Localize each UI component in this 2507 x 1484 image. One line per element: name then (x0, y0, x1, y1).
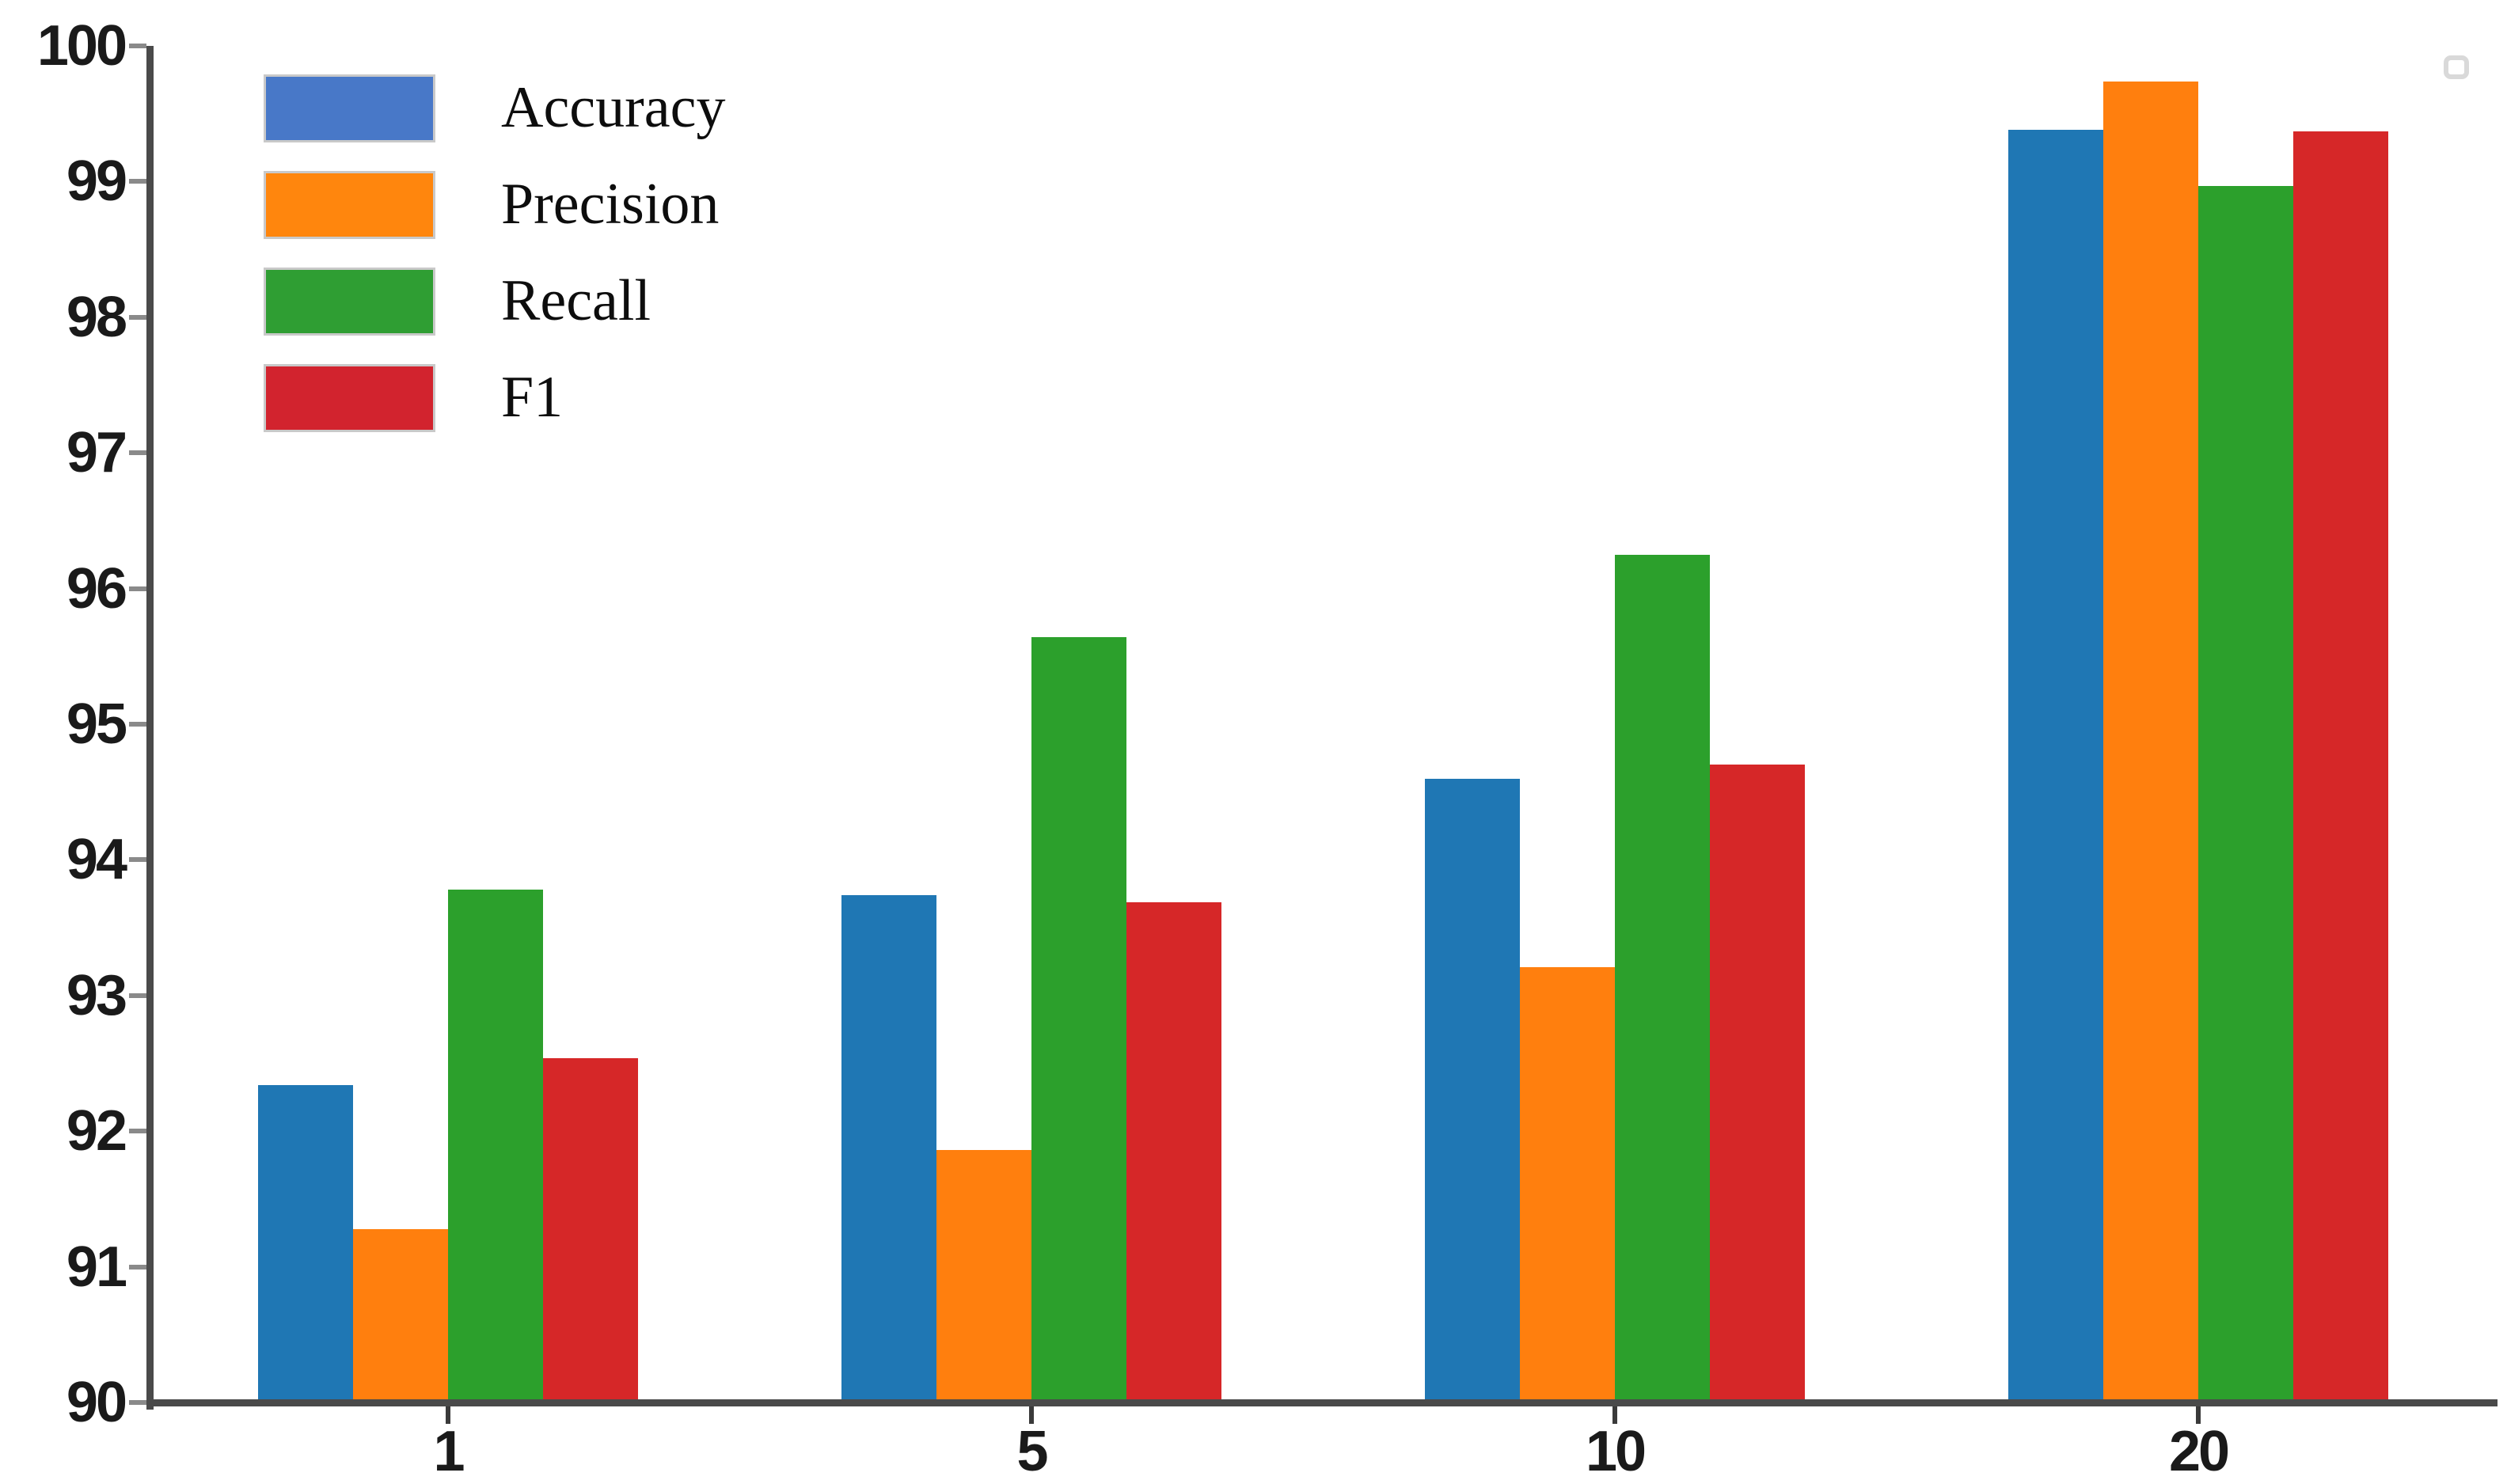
y-tick-96 (129, 586, 146, 591)
legend-label-f1: F1 (501, 365, 564, 430)
bar-f1-5 (1126, 901, 1221, 1406)
legend-label-accuracy: Accuracy (501, 75, 726, 140)
y-tick-92 (129, 1129, 146, 1134)
x-tick-1 (446, 1406, 450, 1424)
y-tick-100 (129, 44, 146, 48)
legend-swatch-f1 (264, 364, 435, 432)
x-axis-line (146, 1399, 2498, 1406)
bar-recall-10 (1615, 554, 1710, 1406)
y-tick-label-92: 92 (66, 1099, 127, 1163)
y-tick-94 (129, 857, 146, 863)
bar-f1-1 (543, 1057, 638, 1406)
legend-swatch-precision (264, 171, 435, 239)
y-tick-99 (129, 179, 146, 184)
bar-precision-1 (353, 1228, 448, 1406)
bar-f1-10 (1710, 765, 1805, 1406)
legend-swatch-recall (264, 268, 435, 336)
legend-label-recall: Recall (501, 268, 651, 333)
y-tick-98 (129, 314, 146, 320)
y-tick-label-98: 98 (66, 285, 127, 349)
x-tick-label-10: 10 (1585, 1420, 1647, 1483)
y-tick-label-94: 94 (66, 828, 127, 892)
bar-precision-20 (2103, 81, 2198, 1406)
x-tick-5 (1029, 1406, 1034, 1424)
x-tick-10 (1612, 1406, 1617, 1424)
bar-accuracy-10 (1425, 778, 1520, 1406)
y-axis-line (146, 46, 154, 1410)
legend-label-precision: Precision (501, 172, 720, 237)
y-tick-label-93: 93 (66, 963, 127, 1027)
bar-precision-5 (936, 1150, 1031, 1406)
bar-accuracy-20 (2008, 130, 2103, 1406)
y-tick-90 (129, 1400, 146, 1405)
y-tick-label-95: 95 (66, 693, 127, 756)
y-tick-95 (129, 722, 146, 727)
bar-precision-10 (1520, 966, 1615, 1406)
bar-accuracy-1 (258, 1084, 353, 1406)
y-tick-97 (129, 450, 146, 456)
bar-recall-1 (448, 890, 543, 1406)
x-tick-label-20: 20 (2168, 1420, 2230, 1483)
y-tick-91 (129, 1264, 146, 1270)
bar-recall-20 (2198, 185, 2293, 1406)
y-tick-label-91: 91 (66, 1235, 127, 1299)
x-tick-label-5: 5 (1016, 1420, 1048, 1483)
rounded-square-outline-icon (2444, 55, 2469, 79)
bar-accuracy-5 (841, 894, 936, 1406)
x-tick-20 (2196, 1406, 2201, 1424)
y-tick-label-90: 90 (66, 1371, 127, 1434)
x-tick-label-1: 1 (433, 1420, 465, 1483)
y-tick-93 (129, 992, 146, 998)
bar-recall-5 (1031, 637, 1126, 1406)
bar-f1-20 (2293, 131, 2388, 1406)
y-tick-label-96: 96 (66, 556, 127, 621)
y-tick-label-97: 97 (66, 421, 127, 485)
y-tick-label-100: 100 (36, 14, 127, 78)
y-tick-label-99: 99 (66, 150, 127, 214)
legend-swatch-accuracy (264, 74, 435, 142)
